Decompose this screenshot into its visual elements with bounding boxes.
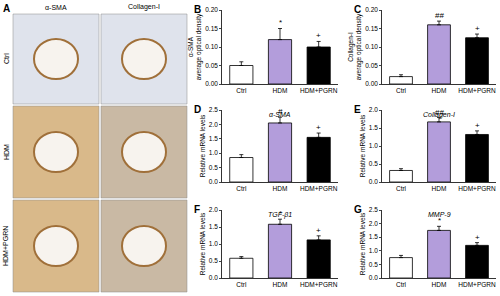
- svg-text:Ctrl: Ctrl: [236, 87, 247, 94]
- svg-text:TGF-β1: TGF-β1: [268, 211, 292, 219]
- svg-text:+: +: [316, 226, 321, 235]
- svg-text:HDM+PGRN: HDM+PGRN: [300, 281, 338, 288]
- svg-text:0.5: 0.5: [209, 164, 218, 171]
- svg-text:A: A: [3, 3, 10, 14]
- svg-text:1.0: 1.0: [369, 142, 378, 149]
- svg-text:*: *: [279, 18, 282, 27]
- svg-text:##: ##: [435, 11, 444, 20]
- svg-text:0.10: 0.10: [205, 43, 218, 50]
- svg-text:B: B: [194, 4, 201, 15]
- svg-text:Ctrl: Ctrl: [236, 185, 247, 192]
- svg-text:HDM: HDM: [273, 185, 288, 192]
- svg-text:##: ##: [435, 108, 444, 117]
- svg-text:Relative mRNA levels: Relative mRNA levels: [199, 212, 206, 275]
- svg-text:#: #: [278, 107, 283, 116]
- svg-text:Ctrl: Ctrl: [3, 53, 10, 64]
- svg-text:0.0: 0.0: [369, 178, 378, 185]
- svg-text:2.0: 2.0: [209, 206, 218, 213]
- svg-text:HDM+PGRN: HDM+PGRN: [458, 87, 496, 94]
- svg-text:2.0: 2.0: [369, 220, 378, 227]
- svg-text:0.10: 0.10: [365, 43, 378, 50]
- svg-text:0.15: 0.15: [365, 25, 378, 32]
- svg-text:0.5: 0.5: [209, 257, 218, 264]
- svg-text:+: +: [316, 123, 321, 132]
- svg-text:HDM+PGRN: HDM+PGRN: [300, 185, 338, 192]
- svg-text:0.0: 0.0: [209, 178, 218, 185]
- svg-text:0.05: 0.05: [205, 62, 218, 69]
- svg-text:2.0: 2.0: [209, 121, 218, 128]
- svg-text:0.00: 0.00: [365, 80, 378, 87]
- svg-text:0.0: 0.0: [209, 274, 218, 281]
- svg-text:D: D: [194, 104, 201, 115]
- svg-text:HDM: HDM: [3, 144, 10, 160]
- svg-text:Ctrl: Ctrl: [396, 87, 407, 94]
- svg-text:Ctrl: Ctrl: [396, 185, 407, 192]
- svg-text:2.5: 2.5: [369, 206, 378, 213]
- svg-text:Relative mRNA levels: Relative mRNA levels: [359, 212, 366, 275]
- svg-text:1.5: 1.5: [209, 223, 218, 230]
- svg-text:0.20: 0.20: [205, 6, 218, 13]
- svg-text:α-SMAaverage optical density: α-SMAaverage optical density: [187, 13, 203, 80]
- svg-text:0.00: 0.00: [205, 80, 218, 87]
- svg-text:0.15: 0.15: [205, 25, 218, 32]
- svg-text:E: E: [354, 104, 361, 115]
- svg-text:+: +: [475, 121, 480, 130]
- svg-text:HDM+PGRN: HDM+PGRN: [2, 226, 9, 266]
- svg-text:α-SMA: α-SMA: [45, 4, 67, 11]
- svg-text:2.5: 2.5: [209, 106, 218, 113]
- svg-text:2.0: 2.0: [369, 106, 378, 113]
- svg-text:1.0: 1.0: [209, 240, 218, 247]
- svg-text:C: C: [354, 4, 361, 15]
- svg-text:HDM: HDM: [432, 281, 447, 288]
- svg-text:1.5: 1.5: [369, 124, 378, 131]
- svg-text:*: *: [438, 216, 441, 225]
- svg-text:HDM: HDM: [273, 281, 288, 288]
- svg-text:Collagen-Iaverage optical dens: Collagen-Iaverage optical density: [347, 13, 363, 80]
- svg-text:0.5: 0.5: [369, 160, 378, 167]
- svg-text:Ctrl: Ctrl: [236, 281, 247, 288]
- svg-text:+: +: [475, 24, 480, 33]
- svg-text:HDM+PGRN: HDM+PGRN: [458, 185, 496, 192]
- svg-text:Relative mRNA levels: Relative mRNA levels: [199, 114, 206, 177]
- svg-text:+: +: [475, 233, 480, 242]
- svg-text:HDM: HDM: [432, 185, 447, 192]
- svg-text:*: *: [279, 209, 282, 218]
- svg-text:0.0: 0.0: [369, 274, 378, 281]
- svg-text:0.5: 0.5: [369, 261, 378, 268]
- svg-text:α-SMA: α-SMA: [269, 111, 291, 118]
- svg-text:HDM+PGRN: HDM+PGRN: [300, 87, 338, 94]
- svg-text:Ctrl: Ctrl: [396, 281, 407, 288]
- svg-text:1.5: 1.5: [209, 135, 218, 142]
- svg-text:F: F: [194, 204, 200, 215]
- svg-text:MMP-9: MMP-9: [428, 211, 451, 218]
- svg-text:Relative mRNA levels: Relative mRNA levels: [359, 114, 366, 177]
- svg-text:Collagen-I: Collagen-I: [423, 111, 455, 119]
- svg-text:0.20: 0.20: [365, 6, 378, 13]
- svg-text:+: +: [316, 31, 321, 40]
- svg-text:G: G: [354, 204, 362, 215]
- svg-text:1.5: 1.5: [369, 233, 378, 240]
- svg-text:1.0: 1.0: [209, 149, 218, 156]
- svg-text:1.0: 1.0: [369, 247, 378, 254]
- svg-text:0.05: 0.05: [365, 62, 378, 69]
- svg-text:HDM: HDM: [273, 87, 288, 94]
- svg-text:Collagen-I: Collagen-I: [128, 3, 160, 11]
- svg-text:HDM: HDM: [432, 87, 447, 94]
- svg-text:HDM+PGRN: HDM+PGRN: [458, 281, 496, 288]
